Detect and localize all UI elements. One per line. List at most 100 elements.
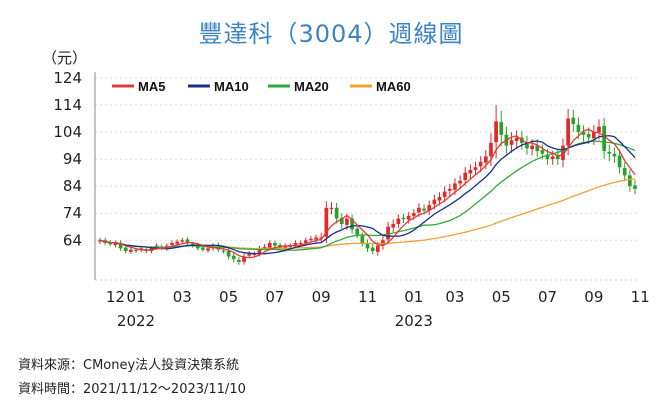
y-tick-label: 84 [63,177,82,195]
candle-body [586,133,591,138]
candle-body [298,242,303,245]
legend-label: MA20 [294,79,329,94]
x-tick-label: 09 [312,288,331,306]
candle-body [458,180,462,184]
candle-body [411,213,416,216]
candle-body [581,132,586,135]
x-tick-label: 01 [126,288,145,306]
candle-body [422,208,426,211]
candle-body [283,245,288,250]
candle-body [123,247,128,252]
candle-body [226,251,231,257]
candle-body [561,145,565,160]
candle-body [386,226,390,240]
candle-body [201,247,205,250]
candle-body [303,240,308,243]
candle-body [591,132,596,139]
candle-body [545,154,550,160]
y-tick-label: 74 [63,204,82,222]
candle-body [607,151,612,154]
candle-body [401,217,406,220]
candle-body [345,218,349,225]
candle-body [180,240,185,242]
x-year-label: 2022 [117,312,155,330]
candle-body [468,169,473,174]
x-tick-label: 01 [404,288,423,306]
candle-body [242,256,246,262]
candle-body [473,167,478,170]
candle-body [293,242,298,245]
candle-body [375,245,380,252]
candle-body [221,250,226,252]
candle-body [185,239,190,243]
candle-body [309,238,313,241]
candle-body [237,259,241,262]
candle-body [499,122,504,135]
x-tick-label: 05 [219,288,238,306]
y-tick-label: 114 [53,96,82,114]
candle-body [257,248,262,254]
candle-body [355,228,360,235]
candle-body [370,247,375,252]
x-tick-label: 03 [445,288,464,306]
candle-body [442,191,447,197]
legend-label: MA60 [376,79,411,94]
x-tick-label: 05 [492,288,511,306]
ma5-line [99,128,636,259]
candle-body [206,248,210,251]
y-tick-label: 94 [63,150,82,168]
candle-body [267,242,272,248]
candle-body [427,205,432,211]
y-tick-label: 104 [53,123,82,141]
candle-body [334,207,339,219]
y-axis-ticks: 124 114 104 94 84 74 64 [53,69,82,249]
legend-label: MA10 [214,79,249,94]
x-year-label: 2023 [395,312,433,330]
candle-body [514,137,519,142]
candle-body [391,224,396,228]
candle-body [447,188,452,191]
candle-body [339,217,344,225]
ma20-line [99,140,636,251]
x-tick-label: 11 [631,288,650,306]
candles [98,105,637,265]
candle-body [262,247,267,249]
candle-body [247,253,252,256]
candle-body [571,117,576,124]
moving-averages [99,128,636,259]
candle-body [417,207,421,213]
candle-body [622,168,627,176]
candle-body [252,253,257,255]
candle-body [566,118,570,146]
candle-body [633,185,637,189]
candle-body [463,172,468,180]
candle-body [319,237,324,239]
x-tick-label: 03 [173,288,192,306]
x-tick-label: 12 [106,288,125,306]
y-tick-label: 124 [53,69,82,87]
x-tick-label: 11 [358,288,377,306]
candle-body [576,124,581,133]
candle-body [324,207,329,237]
candle-body [314,237,318,240]
candle-body [550,156,555,160]
candle-body [525,142,529,149]
candle-body [540,150,545,154]
x-tick-label: 09 [584,288,603,306]
candle-body [195,245,200,249]
data-period: 資料時間：2021/11/12～2023/11/10 [18,382,246,397]
candle-body [437,196,442,201]
legend-label: MA5 [138,79,165,94]
candle-body [483,156,488,163]
candle-body [489,142,493,157]
candle-body [350,218,354,230]
candle-body [360,235,365,243]
candle-body [530,145,534,150]
candle-body [509,140,514,145]
legend: MA5 MA10 MA20 MA60 [112,79,411,94]
chart-title: 豐達科（3004）週線圖 [198,20,464,48]
x-tick-label: 07 [538,288,557,306]
candle-body [113,242,118,246]
